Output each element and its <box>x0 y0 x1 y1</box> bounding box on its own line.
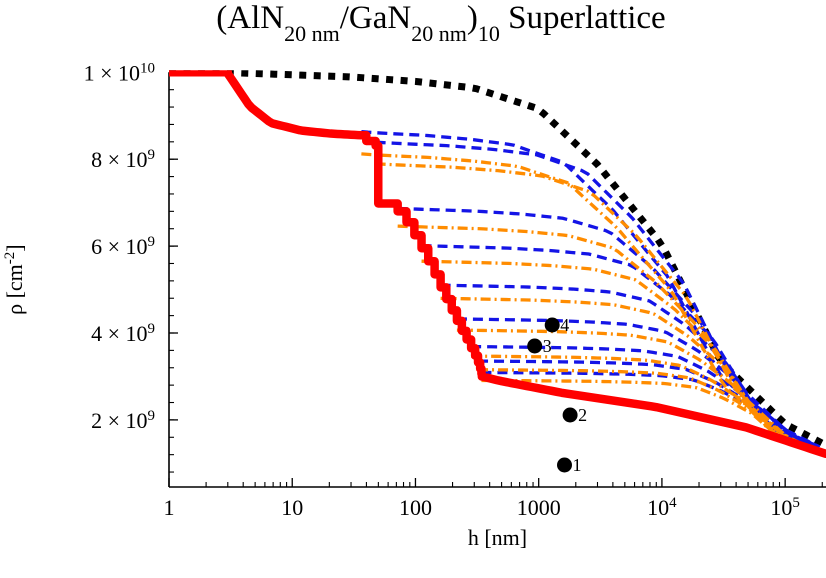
svg-text:h [nm]: h [nm] <box>468 525 527 550</box>
svg-text:1: 1 <box>164 495 175 520</box>
svg-text:1000: 1000 <box>517 495 561 520</box>
svg-text:3: 3 <box>543 336 552 356</box>
svg-text:1: 1 <box>573 455 582 475</box>
svg-text:10: 10 <box>281 495 303 520</box>
svg-text:4: 4 <box>560 315 569 335</box>
svg-text:100: 100 <box>399 495 432 520</box>
svg-text:4 × 109: 4 × 109 <box>91 321 155 346</box>
svg-text:6 × 109: 6 × 109 <box>91 234 155 259</box>
svg-text:8 × 109: 8 × 109 <box>91 147 155 172</box>
svg-text:2 × 109: 2 × 109 <box>91 408 155 433</box>
svg-text:2: 2 <box>578 405 587 425</box>
